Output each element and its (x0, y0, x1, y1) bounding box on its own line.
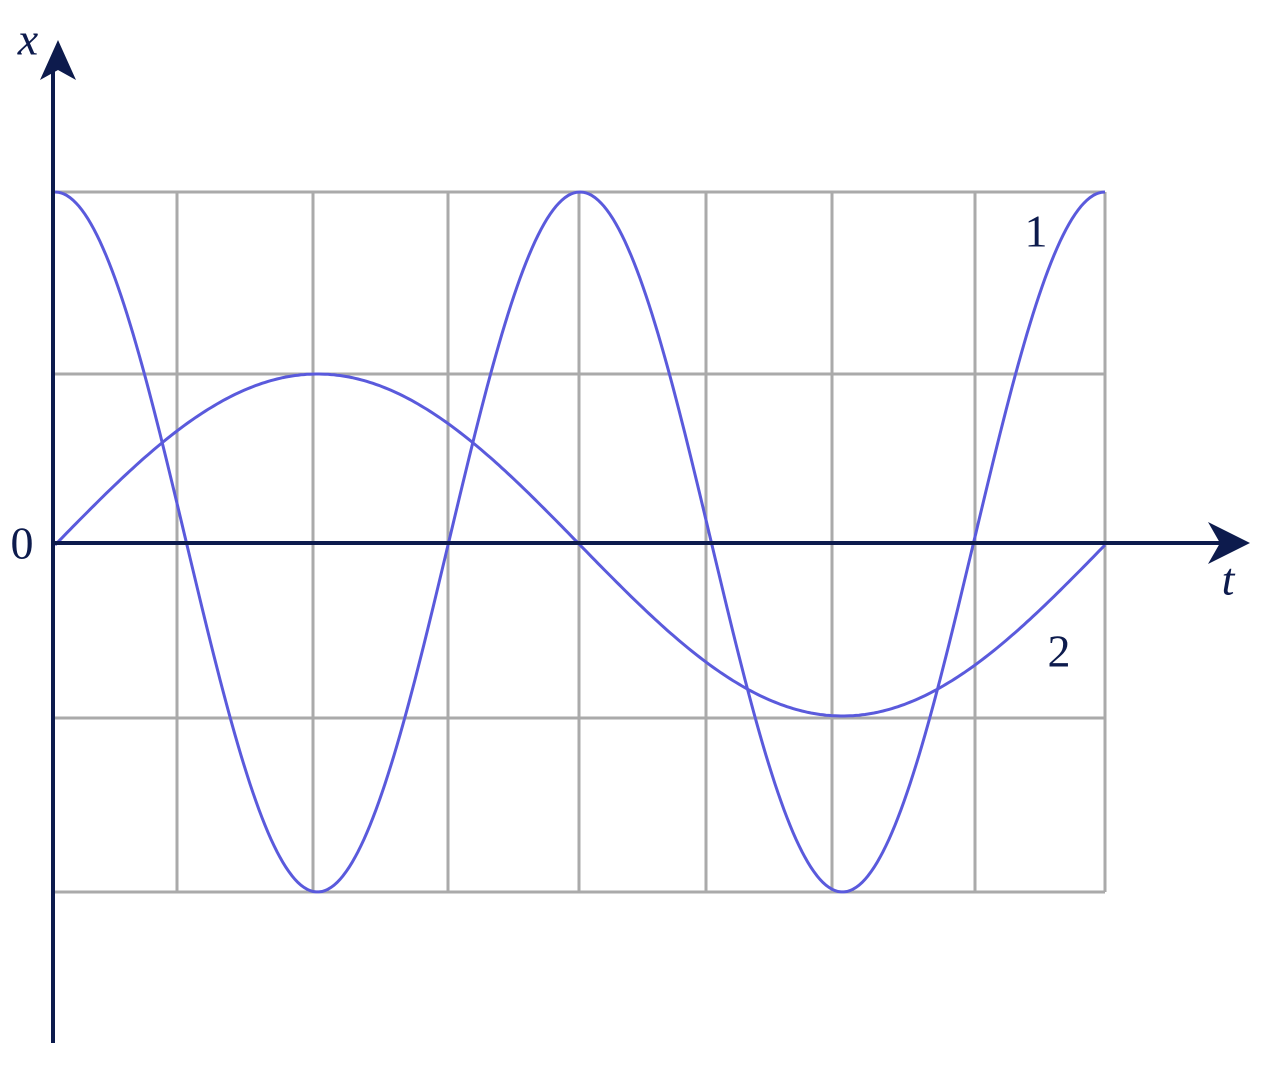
axis-label: t (1222, 554, 1236, 605)
axis-arrow (1208, 522, 1250, 564)
curve-label: 2 (1048, 626, 1071, 677)
curve-1 (54, 190, 1106, 894)
curve-label: 1 (1025, 206, 1048, 257)
axis-arrow (40, 40, 76, 80)
origin-label: 0 (11, 518, 34, 569)
axis-label: x (17, 14, 39, 65)
